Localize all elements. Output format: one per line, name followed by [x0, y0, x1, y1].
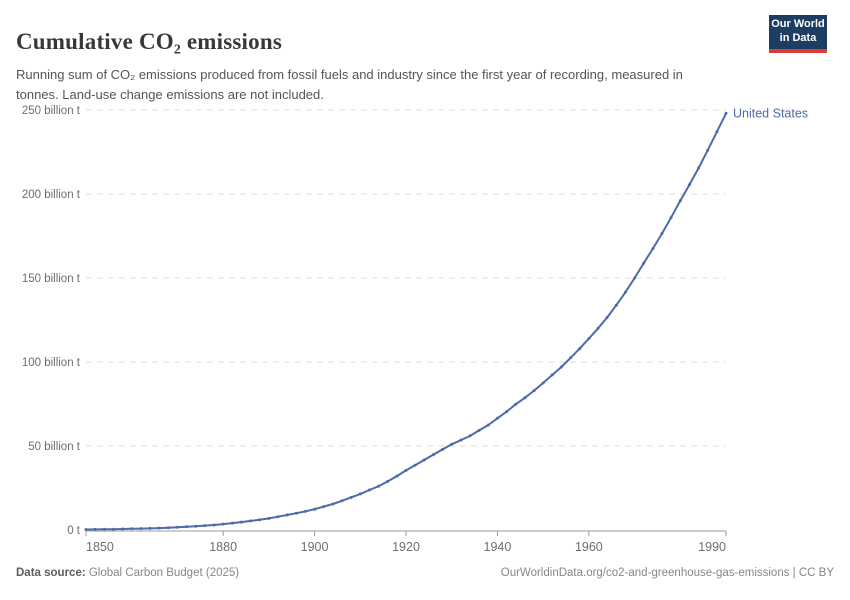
- data-point-1932[interactable]: [459, 438, 463, 442]
- data-point-1906[interactable]: [340, 499, 344, 503]
- data-point-1874[interactable]: [194, 524, 198, 528]
- data-point-1862[interactable]: [139, 527, 143, 531]
- y-axis-label-0: 0 t: [67, 525, 81, 537]
- data-point-1912[interactable]: [367, 488, 371, 492]
- data-point-1894[interactable]: [285, 513, 289, 517]
- data-point-1916[interactable]: [386, 479, 390, 483]
- data-point-1896[interactable]: [294, 511, 298, 515]
- data-point-1974[interactable]: [651, 247, 655, 251]
- data-point-1882[interactable]: [230, 521, 234, 525]
- data-point-1920[interactable]: [404, 468, 408, 472]
- data-point-1956[interactable]: [569, 356, 573, 360]
- data-point-1856[interactable]: [111, 527, 115, 531]
- data-point-1936[interactable]: [477, 428, 481, 432]
- data-point-1964[interactable]: [605, 316, 609, 319]
- data-point-1852[interactable]: [93, 527, 97, 531]
- data-point-1934[interactable]: [468, 434, 472, 438]
- data-point-1960[interactable]: [587, 337, 591, 340]
- data-source: Data source: Global Carbon Budget (2025): [16, 567, 239, 579]
- data-point-1946[interactable]: [523, 396, 527, 400]
- data-point-1940[interactable]: [495, 416, 499, 420]
- data-point-1888[interactable]: [258, 518, 262, 522]
- data-point-1988[interactable]: [715, 130, 719, 134]
- data-point-1962[interactable]: [596, 326, 600, 330]
- x-axis-label-1990: 1990: [698, 540, 726, 554]
- data-point-1948[interactable]: [532, 389, 536, 393]
- data-point-1880[interactable]: [221, 522, 225, 526]
- data-point-1860[interactable]: [130, 527, 134, 531]
- data-point-1954[interactable]: [559, 365, 563, 369]
- data-source-label: Data source:: [16, 567, 86, 579]
- data-point-1910[interactable]: [358, 492, 362, 496]
- data-point-1850[interactable]: [84, 528, 88, 531]
- data-point-1944[interactable]: [514, 402, 518, 406]
- data-point-1868[interactable]: [166, 526, 170, 530]
- x-axis-label-1900: 1900: [301, 540, 329, 554]
- chart-footer: Data source: Global Carbon Budget (2025)…: [16, 567, 834, 579]
- data-point-1978[interactable]: [669, 216, 673, 219]
- credit-line[interactable]: OurWorldinData.org/co2-and-greenhouse-ga…: [500, 567, 834, 579]
- data-point-1886[interactable]: [249, 519, 253, 523]
- data-point-1926[interactable]: [431, 453, 435, 457]
- data-point-1870[interactable]: [175, 525, 179, 529]
- data-point-1984[interactable]: [697, 166, 701, 170]
- x-axis-label-1880: 1880: [209, 540, 237, 554]
- owid-logo-line1: Our World: [771, 18, 825, 30]
- x-axis-label-1850: 1850: [86, 540, 114, 554]
- x-axis-label-1940: 1940: [484, 540, 512, 554]
- data-point-1982[interactable]: [687, 183, 691, 187]
- owid-logo[interactable]: Our World in Data: [769, 15, 827, 53]
- data-point-1892[interactable]: [276, 515, 280, 519]
- data-point-1884[interactable]: [239, 520, 243, 524]
- data-point-1952[interactable]: [550, 373, 554, 377]
- data-point-1938[interactable]: [486, 423, 490, 427]
- data-point-1866[interactable]: [157, 526, 161, 530]
- data-point-1970[interactable]: [633, 276, 637, 280]
- owid-logo-line2: in Data: [779, 31, 817, 44]
- chart-title: Cumulative CO₂ emissions: [16, 29, 282, 55]
- data-point-1950[interactable]: [541, 381, 545, 385]
- y-axis-label-200: 200 billion t: [22, 189, 81, 201]
- data-point-1980[interactable]: [678, 199, 682, 203]
- data-point-1904[interactable]: [331, 502, 335, 506]
- y-axis-label-100: 100 billion t: [22, 357, 81, 369]
- data-point-1876[interactable]: [203, 524, 207, 528]
- chart-subtitle: Running sum of CO₂ emissions produced fr…: [16, 67, 683, 102]
- data-point-1864[interactable]: [148, 526, 152, 530]
- data-point-1928[interactable]: [441, 447, 445, 451]
- data-point-1898[interactable]: [303, 509, 307, 513]
- x-axis-label-1960: 1960: [575, 540, 603, 554]
- entity-label-united-states[interactable]: United States: [733, 106, 808, 120]
- data-point-1976[interactable]: [660, 232, 664, 235]
- data-point-1990[interactable]: [724, 111, 728, 115]
- data-point-1878[interactable]: [212, 523, 216, 527]
- data-point-1968[interactable]: [623, 290, 627, 294]
- data-point-1966[interactable]: [614, 303, 618, 307]
- series-line-united-states[interactable]: [85, 112, 727, 531]
- data-point-1890[interactable]: [267, 516, 271, 520]
- line-chart-plot[interactable]: 0 t 50 billion t 100 billion t 150 billion …: [0, 0, 850, 560]
- data-point-1958[interactable]: [578, 347, 582, 351]
- data-point-1858[interactable]: [121, 527, 125, 531]
- data-point-1922[interactable]: [413, 463, 417, 467]
- data-point-1986[interactable]: [706, 148, 710, 152]
- data-point-1900[interactable]: [313, 507, 317, 511]
- x-axis-label-1920: 1920: [392, 540, 420, 554]
- y-axis-label-150: 150 billion t: [22, 273, 81, 285]
- data-point-1914[interactable]: [377, 484, 381, 488]
- data-point-1908[interactable]: [349, 495, 353, 499]
- data-source-value: Global Carbon Budget (2025): [85, 567, 240, 579]
- data-point-1924[interactable]: [422, 458, 426, 462]
- data-point-1872[interactable]: [185, 525, 189, 529]
- data-point-1918[interactable]: [395, 474, 399, 478]
- y-axis-label-50: 50 billion t: [28, 441, 81, 453]
- data-point-1854[interactable]: [102, 527, 106, 531]
- data-point-1942[interactable]: [505, 410, 509, 414]
- y-axis-label-250: 250 billion t: [22, 105, 81, 117]
- data-point-1902[interactable]: [322, 505, 326, 509]
- data-point-1972[interactable]: [642, 261, 646, 265]
- data-point-1930[interactable]: [450, 442, 454, 446]
